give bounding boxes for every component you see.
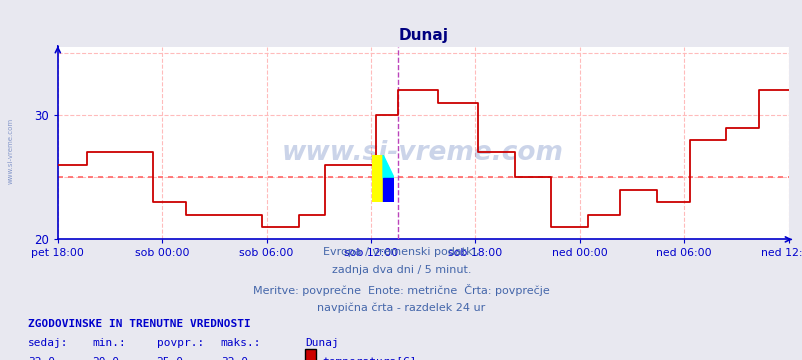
Text: 25,0: 25,0 [156,357,184,360]
Text: sedaj:: sedaj: [28,338,68,348]
Text: maks.:: maks.: [221,338,261,348]
Text: Dunaj: Dunaj [305,338,338,348]
Polygon shape [371,155,383,202]
Text: www.si-vreme.com: www.si-vreme.com [7,118,14,184]
Text: zadnja dva dni / 5 minut.: zadnja dva dni / 5 minut. [331,265,471,275]
Text: povpr.:: povpr.: [156,338,204,348]
Text: www.si-vreme.com: www.si-vreme.com [282,140,564,166]
Text: temperatura[C]: temperatura[C] [322,357,416,360]
Text: Meritve: povprečne  Enote: metrične  Črta: povprečje: Meritve: povprečne Enote: metrične Črta:… [253,284,549,296]
Text: min.:: min.: [92,338,126,348]
Polygon shape [383,178,394,202]
Title: Dunaj: Dunaj [398,28,448,43]
Text: 20,0: 20,0 [92,357,119,360]
Text: ZGODOVINSKE IN TRENUTNE VREDNOSTI: ZGODOVINSKE IN TRENUTNE VREDNOSTI [28,319,250,329]
Text: 32,0: 32,0 [28,357,55,360]
Text: Evropa / vremenski podatki,: Evropa / vremenski podatki, [323,247,479,257]
Text: 32,0: 32,0 [221,357,248,360]
Polygon shape [383,155,394,178]
Text: navpična črta - razdelek 24 ur: navpična črta - razdelek 24 ur [317,303,485,313]
